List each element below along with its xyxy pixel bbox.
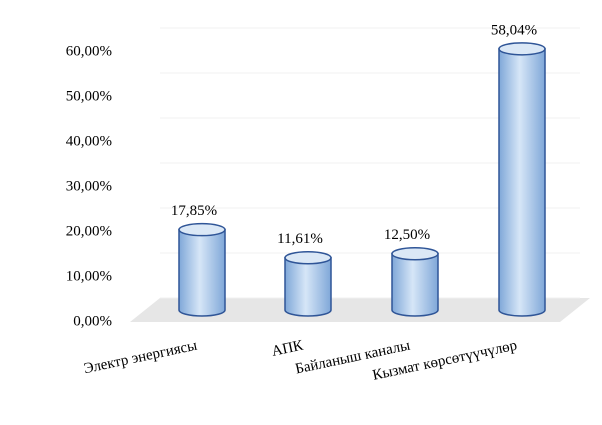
cylinder-top <box>498 42 546 56</box>
y-tick-label: 10,00% <box>66 268 112 284</box>
cylinder-body <box>178 228 226 317</box>
x-tick-label: АПК <box>270 337 305 359</box>
cylinder <box>391 247 439 317</box>
cylinder <box>498 42 546 317</box>
y-tick-label: 20,00% <box>66 223 112 239</box>
value-label: 11,61% <box>277 231 323 247</box>
cylinder-top <box>178 222 226 237</box>
value-label: 17,85% <box>171 203 217 219</box>
cylinder <box>284 251 332 317</box>
y-tick-label: 0,00% <box>73 313 112 329</box>
cylinder-body <box>284 257 332 317</box>
x-tick-label: Электр энергиясы <box>82 338 198 378</box>
value-label: 58,04% <box>491 22 537 38</box>
y-tick-label: 30,00% <box>66 178 112 194</box>
y-tick-label: 60,00% <box>66 43 112 59</box>
cylinder-body <box>391 253 439 317</box>
cylinder-body <box>498 48 546 317</box>
cylinder-top <box>391 247 439 261</box>
cylinder <box>178 222 226 317</box>
value-label: 12,50% <box>384 227 430 243</box>
cylinder-top <box>284 251 332 265</box>
floor <box>130 298 590 322</box>
y-tick-label: 50,00% <box>66 88 112 104</box>
y-tick-label: 40,00% <box>66 133 112 149</box>
